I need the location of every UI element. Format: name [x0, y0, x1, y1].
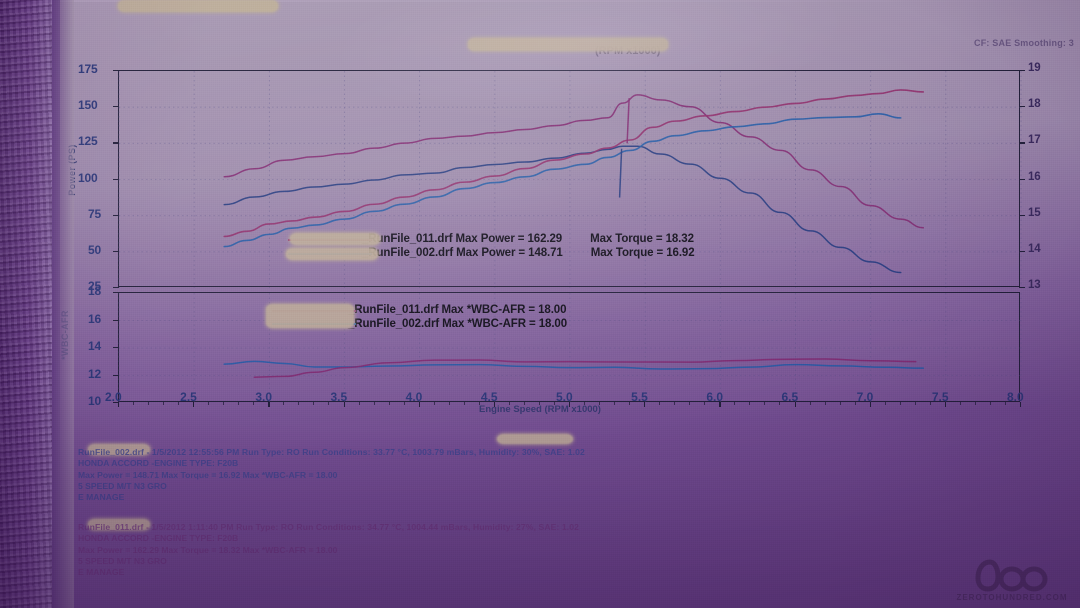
torque-tick-18: 18: [1028, 98, 1041, 111]
zerotohundred-logo-icon: [975, 559, 1048, 592]
info1-line3: Max Power = 148.71 Max Torque = 16.92 Ma…: [78, 469, 338, 480]
power-legend: _RunFile_011.drf Max Power = 162.29 Max …: [362, 232, 695, 260]
afr-curves: [223, 358, 925, 378]
power-tick-125: 125: [78, 134, 98, 149]
info2-line2: HONDA ACCORD -ENGINE TYPE: F20B: [78, 533, 239, 544]
torque-tick-14: 14: [1028, 242, 1041, 255]
watermark: ZEROTOHUNDRED.COM: [956, 558, 1068, 602]
power-tick-150: 150: [78, 98, 98, 113]
redaction-mark-legend-2: [286, 248, 378, 260]
redaction-mark-info1b: [497, 434, 573, 444]
power-tick-mark: [113, 250, 119, 253]
info1-line5: E MANAGE: [78, 492, 125, 503]
afr-tick-12: 12: [88, 366, 101, 381]
power-tick-mark: [113, 106, 119, 108]
info2-line4: 5 SPEED M/T N3 GRO: [78, 555, 167, 566]
redaction-mark-title: [468, 38, 668, 51]
power-tick-mark: [113, 287, 119, 289]
torque-tick-mark: [1019, 70, 1025, 72]
info1-line4: 5 SPEED M/T N3 GRO: [78, 480, 167, 491]
power-tick-mark: [113, 214, 119, 216]
torque-tick-mark: [1019, 287, 1025, 289]
legend-row-run1: _RunFile_011.drf Max Power = 162.29 Max …: [362, 232, 695, 246]
torque-tick-mark: [1019, 178, 1025, 180]
photo-edge-gradient: [52, 0, 74, 608]
legend-row-run2: _RunFile_002.drf Max Power = 148.71 Max …: [362, 246, 695, 260]
afr-plot-frame: [118, 292, 1022, 403]
torque-tick-15: 15: [1028, 206, 1041, 219]
legend-run2-torque: Max Torque = 16.92: [590, 247, 695, 259]
afr-tick-mark: [113, 347, 119, 349]
afr-tick-14: 14: [88, 339, 101, 353]
torque-tick-mark: [1019, 214, 1025, 216]
legend-run1-torque: Max Torque = 18.32: [590, 233, 694, 245]
torque-tick-13: 13: [1028, 279, 1041, 291]
torque-tick-mark: [1019, 250, 1025, 253]
torque-tick-17: 17: [1028, 134, 1041, 147]
power-tick-75: 75: [88, 206, 101, 221]
power-tick-mark: [113, 178, 119, 180]
torque-tick-mark: [1019, 106, 1025, 108]
torque-tick-19: 19: [1028, 62, 1041, 74]
torque-tick-16: 16: [1028, 170, 1041, 183]
info2-line3: Max Power = 162.29 Max Torque = 18.32 Ma…: [78, 544, 338, 555]
torque-tick-mark: [1019, 142, 1025, 144]
power-tick-50: 50: [88, 242, 101, 257]
afr-tick-mark: [113, 292, 119, 294]
info1-line1: RunFile_002.drf - 1/5/2012 12:55:56 PM R…: [78, 447, 585, 457]
redaction-mark-afr-legend: [266, 304, 354, 328]
power-tick-mark: [113, 142, 119, 144]
legend-run1-power: _RunFile_011.drf Max Power = 162.29: [362, 233, 563, 245]
x-axis-label: Engine Speed (RPM x1000): [479, 404, 601, 415]
afr-legend-run1: _RunFile_011.drf Max *WBC-AFR = 18.00: [348, 304, 567, 316]
power-tick-100: 100: [78, 170, 98, 185]
afr-legend-run2: _RunFile_002.drf Max *WBC-AFR = 18.00: [348, 318, 568, 330]
redaction-mark-legend-1: [290, 233, 380, 245]
afr-legend-row-run2: _RunFile_002.drf Max *WBC-AFR = 18.00: [348, 317, 567, 331]
redaction-mark-top-left: [118, 0, 278, 12]
watermark-text: ZEROTOHUNDRED.COM: [956, 593, 1068, 602]
afr-tick-16: 16: [88, 311, 101, 326]
photo-edge-texture: [0, 0, 52, 608]
info2-line1: RunFile_011.drf - 1/5/2012 1:11:40 PM Ru…: [78, 522, 580, 532]
afr-legend: _RunFile_011.drf Max *WBC-AFR = 18.00 _R…: [348, 303, 567, 331]
power-tick-mark: [113, 70, 119, 72]
header-correction-note: CF: SAE Smoothing: 3: [974, 38, 1074, 48]
legend-run2-power: _RunFile_002.drf Max Power = 148.71: [362, 247, 563, 259]
afr-tick-mark: [113, 319, 119, 321]
afr-tick-18: 18: [88, 284, 101, 298]
afr-legend-row-run1: _RunFile_011.drf Max *WBC-AFR = 18.00: [348, 303, 567, 317]
power-tick-175: 175: [78, 62, 98, 76]
run-info-block-1: RunFile_002.drf - 1/5/2012 12:55:56 PM R…: [78, 447, 585, 503]
info2-line5: E MANAGE: [78, 567, 125, 578]
afr-tick-mark: [113, 374, 119, 376]
info1-line2: HONDA ACCORD -ENGINE TYPE: F20B: [78, 458, 239, 469]
run-info-block-2: RunFile_011.drf - 1/5/2012 1:11:40 PM Ru…: [78, 522, 579, 578]
